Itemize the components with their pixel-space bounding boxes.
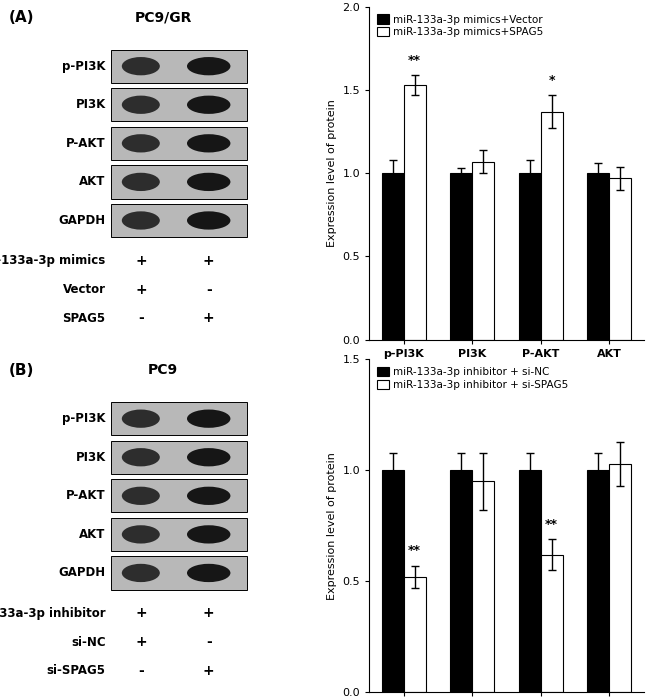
Ellipse shape — [122, 487, 160, 505]
Text: +: + — [135, 635, 147, 649]
Legend: miR-133a-3p inhibitor + si-NC, miR-133a-3p inhibitor + si-SPAG5: miR-133a-3p inhibitor + si-NC, miR-133a-… — [374, 365, 571, 392]
Bar — [382, 173, 404, 340]
Legend: miR-133a-3p mimics+Vector, miR-133a-3p mimics+SPAG5: miR-133a-3p mimics+Vector, miR-133a-3p m… — [374, 12, 545, 39]
Text: PI3K: PI3K — [75, 451, 106, 463]
Text: +: + — [135, 282, 147, 296]
Ellipse shape — [187, 410, 231, 428]
Bar — [519, 173, 541, 340]
Text: **: ** — [545, 518, 558, 531]
Text: **: ** — [408, 545, 421, 557]
Text: AKT: AKT — [79, 175, 106, 189]
Ellipse shape — [187, 134, 231, 152]
FancyBboxPatch shape — [111, 204, 247, 237]
Text: -: - — [138, 312, 144, 326]
Ellipse shape — [187, 525, 231, 544]
Ellipse shape — [187, 487, 231, 505]
Text: AKT: AKT — [79, 528, 106, 541]
Text: PI3K: PI3K — [75, 99, 106, 111]
Ellipse shape — [122, 134, 160, 152]
Text: -: - — [138, 664, 144, 678]
Text: GAPDH: GAPDH — [58, 566, 106, 579]
Text: si-SPAG5: si-SPAG5 — [47, 665, 106, 677]
Text: PC9: PC9 — [148, 363, 178, 377]
Text: P-AKT: P-AKT — [66, 489, 106, 503]
Bar — [382, 470, 404, 692]
Bar — [541, 554, 563, 692]
Bar — [588, 173, 609, 340]
Bar — [472, 161, 494, 340]
Bar — [450, 470, 472, 692]
Ellipse shape — [187, 448, 231, 466]
Text: miR-133a-3p inhibitor: miR-133a-3p inhibitor — [0, 607, 106, 620]
Text: (A): (A) — [9, 10, 34, 25]
FancyBboxPatch shape — [111, 165, 247, 199]
FancyBboxPatch shape — [111, 88, 247, 122]
Ellipse shape — [122, 96, 160, 114]
Y-axis label: Expression level of protein: Expression level of protein — [327, 452, 337, 600]
FancyBboxPatch shape — [111, 518, 247, 551]
Text: p-PI3K: p-PI3K — [62, 59, 106, 73]
FancyBboxPatch shape — [111, 440, 247, 474]
Bar — [609, 178, 631, 340]
Ellipse shape — [122, 525, 160, 544]
Text: PC9/GR: PC9/GR — [135, 10, 192, 24]
Text: -: - — [206, 282, 212, 296]
Text: P-AKT: P-AKT — [66, 137, 106, 150]
Bar — [588, 470, 609, 692]
FancyBboxPatch shape — [111, 480, 247, 512]
Ellipse shape — [187, 211, 231, 229]
Text: p-PI3K: p-PI3K — [62, 412, 106, 425]
Text: +: + — [203, 312, 215, 326]
Text: +: + — [203, 664, 215, 678]
Text: SPAG5: SPAG5 — [62, 312, 106, 325]
Text: *: * — [549, 74, 555, 87]
Ellipse shape — [122, 448, 160, 466]
Ellipse shape — [187, 564, 231, 582]
Text: Vector: Vector — [63, 283, 106, 296]
Text: +: + — [135, 254, 147, 268]
Ellipse shape — [122, 564, 160, 582]
Bar — [519, 470, 541, 692]
Bar — [541, 112, 563, 340]
Bar — [450, 173, 472, 340]
Ellipse shape — [122, 211, 160, 229]
FancyBboxPatch shape — [111, 50, 247, 82]
Text: si-NC: si-NC — [71, 635, 106, 649]
Bar — [472, 482, 494, 692]
Ellipse shape — [187, 96, 231, 114]
FancyBboxPatch shape — [111, 556, 247, 589]
FancyBboxPatch shape — [111, 127, 247, 160]
Ellipse shape — [187, 57, 231, 75]
Bar — [609, 463, 631, 692]
Bar — [404, 85, 426, 340]
Text: (B): (B) — [9, 363, 34, 377]
Text: +: + — [135, 606, 147, 620]
Text: **: ** — [408, 54, 421, 67]
Y-axis label: Expression level of protein: Expression level of protein — [327, 99, 337, 247]
Text: +: + — [203, 606, 215, 620]
Text: +: + — [203, 254, 215, 268]
Ellipse shape — [122, 57, 160, 75]
Text: GAPDH: GAPDH — [58, 214, 106, 227]
FancyBboxPatch shape — [111, 402, 247, 435]
Ellipse shape — [122, 410, 160, 428]
Ellipse shape — [122, 173, 160, 191]
Bar — [404, 577, 426, 692]
Text: -: - — [206, 635, 212, 649]
Text: miR-133a-3p mimics: miR-133a-3p mimics — [0, 254, 106, 267]
Ellipse shape — [187, 173, 231, 191]
